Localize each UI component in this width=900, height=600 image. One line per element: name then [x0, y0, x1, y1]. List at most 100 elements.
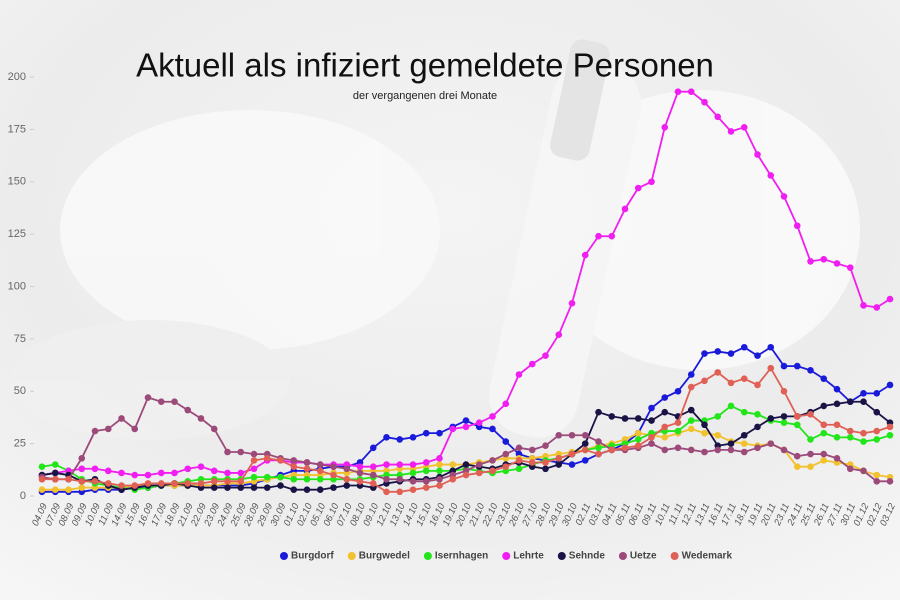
data-point: [436, 475, 443, 483]
data-point: [263, 454, 271, 462]
data-point: [356, 469, 364, 477]
data-point: [144, 394, 152, 401]
data-point: [343, 482, 351, 489]
data-point: [409, 469, 417, 477]
data-point: [793, 452, 801, 460]
data-point: [303, 475, 311, 483]
data-point: [820, 255, 828, 263]
data-point: [807, 258, 814, 265]
legend-marker: [502, 552, 511, 560]
data-point: [422, 467, 430, 475]
data-point: [316, 461, 324, 468]
data-point: [740, 123, 748, 131]
data-point: [489, 413, 496, 420]
data-point: [687, 371, 695, 378]
data-point: [780, 387, 788, 395]
data-point: [118, 482, 125, 489]
data-point: [754, 352, 761, 359]
legend-item: Burgwedel: [347, 551, 410, 562]
data-point: [568, 431, 576, 439]
data-point: [873, 304, 881, 311]
data-point: [515, 457, 523, 464]
data-point: [104, 480, 112, 487]
data-point: [648, 178, 655, 186]
data-point: [65, 486, 72, 494]
y-tick-label: 150: [8, 176, 26, 188]
data-point: [807, 410, 814, 418]
legend-marker: [423, 552, 432, 560]
data-point: [224, 484, 231, 491]
data-point: [303, 465, 311, 473]
data-point: [171, 469, 178, 477]
data-point: [581, 440, 589, 447]
data-point: [701, 448, 708, 456]
data-point: [409, 461, 417, 468]
y-tick-label: 75: [14, 333, 26, 345]
data-point: [197, 480, 205, 487]
data-point: [502, 400, 510, 408]
background-photo: [10, 39, 860, 440]
data-point: [595, 444, 602, 452]
data-point: [542, 459, 549, 466]
data-point: [369, 463, 377, 470]
data-point: [727, 402, 735, 410]
data-point: [820, 421, 828, 429]
legend-marker: [618, 552, 627, 560]
data-point: [356, 478, 364, 485]
data-point: [860, 398, 867, 406]
data-point: [250, 473, 258, 481]
y-tick-label: 200: [8, 71, 26, 83]
data-point: [528, 446, 536, 454]
data-point: [621, 444, 629, 452]
data-point: [886, 431, 894, 439]
legend: Burgdorf Burgwedel Isernhagen Lehrte Sehnde U…: [279, 551, 732, 562]
data-point: [555, 331, 563, 338]
data-point: [38, 463, 46, 470]
legend-item: Burgdorf: [279, 551, 334, 562]
data-point: [475, 469, 483, 477]
data-point: [714, 446, 722, 454]
data-point: [740, 448, 748, 456]
data-point: [528, 459, 536, 466]
data-point: [436, 461, 443, 468]
data-point: [833, 454, 841, 462]
data-point: [661, 408, 669, 416]
data-point: [210, 467, 218, 475]
data-point: [104, 467, 112, 475]
data-point: [396, 488, 404, 496]
data-point: [330, 484, 337, 491]
data-point: [277, 457, 284, 464]
y-tick-label: 125: [8, 228, 26, 240]
data-point: [674, 444, 682, 452]
data-point: [316, 467, 324, 475]
data-point: [197, 463, 205, 470]
data-point: [674, 387, 682, 395]
legend-marker: [557, 552, 566, 560]
data-point: [38, 486, 46, 494]
data-point: [502, 463, 510, 470]
data-point: [555, 461, 563, 468]
data-point: [144, 471, 152, 479]
data-point: [634, 429, 642, 437]
data-point: [422, 459, 430, 466]
data-point: [131, 482, 139, 489]
data-point: [701, 429, 708, 437]
data-point: [303, 486, 311, 494]
data-point: [369, 444, 377, 452]
data-point: [38, 475, 46, 483]
data-point: [396, 475, 404, 483]
data-point: [740, 431, 748, 439]
data-point: [727, 440, 735, 447]
data-point: [780, 419, 788, 426]
legend-marker: [347, 552, 356, 560]
data-point: [131, 425, 139, 433]
data-point: [449, 425, 457, 433]
data-point: [184, 480, 192, 487]
data-point: [277, 482, 284, 489]
data-point: [740, 375, 748, 382]
data-point: [263, 484, 271, 491]
data-point: [701, 377, 708, 385]
data-point: [793, 463, 801, 470]
data-point: [674, 427, 682, 435]
data-point: [833, 385, 841, 393]
